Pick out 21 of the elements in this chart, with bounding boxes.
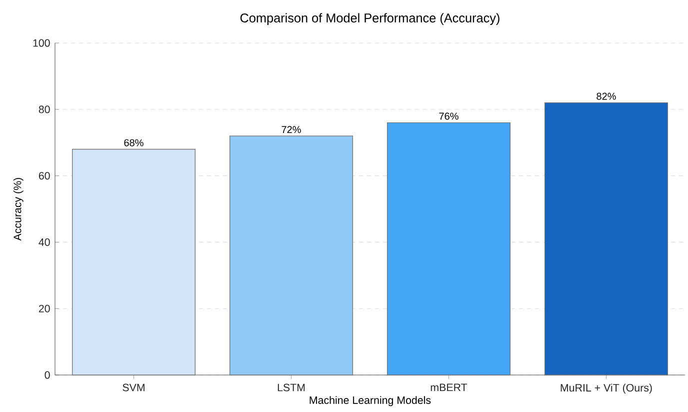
y-axis-title: Accuracy (%) [13, 178, 24, 241]
x-tick-label: MuRIL + ViT (Ours) [560, 384, 652, 394]
bar [229, 136, 354, 376]
bar [544, 102, 668, 376]
bar [72, 148, 196, 376]
x-axis-title: Machine Learning Models [310, 396, 431, 406]
data-label: 68% [124, 139, 144, 146]
x-tick-label: SVM [122, 384, 144, 392]
data-label: 82% [596, 92, 616, 100]
chart-title: Comparison of Model Performance (Accuracy) [240, 13, 500, 25]
y-tick-label: 80 [38, 106, 50, 114]
y-tick-label: 40 [38, 238, 50, 246]
x-tick-label: mBERT [430, 384, 468, 392]
data-label: 76% [439, 112, 458, 120]
y-tick-label: 60 [38, 172, 50, 180]
y-tick-label: 20 [38, 304, 50, 312]
x-tick-label: LSTM [278, 384, 305, 392]
bar [386, 122, 511, 376]
y-tick-label: 0 [44, 371, 50, 379]
y-tick-label: 100 [33, 39, 50, 47]
data-label: 72% [282, 126, 301, 134]
